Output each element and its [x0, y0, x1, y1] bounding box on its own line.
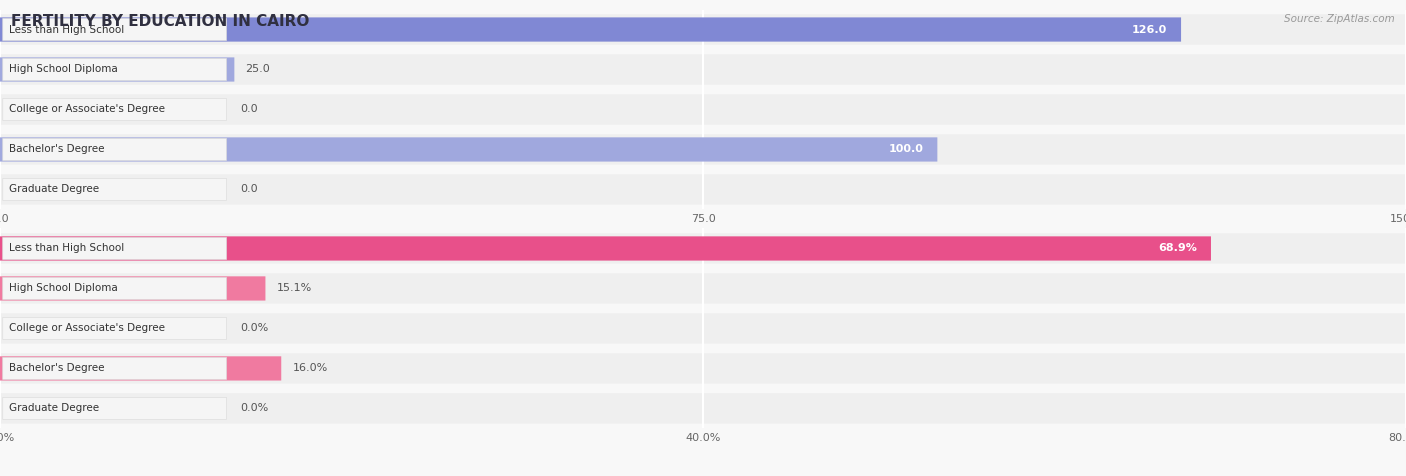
FancyBboxPatch shape [3, 59, 226, 80]
Text: Source: ZipAtlas.com: Source: ZipAtlas.com [1284, 14, 1395, 24]
Text: 0.0: 0.0 [240, 184, 259, 195]
Text: High School Diploma: High School Diploma [10, 64, 118, 75]
Text: College or Associate's Degree: College or Associate's Degree [10, 104, 165, 115]
FancyBboxPatch shape [0, 313, 1406, 344]
Text: 15.1%: 15.1% [277, 283, 312, 294]
FancyBboxPatch shape [0, 174, 1406, 205]
Text: 68.9%: 68.9% [1159, 243, 1197, 254]
Text: 25.0: 25.0 [246, 64, 270, 75]
Text: Bachelor's Degree: Bachelor's Degree [10, 144, 104, 155]
FancyBboxPatch shape [0, 353, 1406, 384]
Text: 100.0: 100.0 [889, 144, 924, 155]
FancyBboxPatch shape [0, 138, 938, 161]
FancyBboxPatch shape [3, 317, 226, 339]
FancyBboxPatch shape [0, 134, 1406, 165]
Text: College or Associate's Degree: College or Associate's Degree [10, 323, 165, 334]
Text: Graduate Degree: Graduate Degree [10, 184, 100, 195]
Text: Graduate Degree: Graduate Degree [10, 403, 100, 414]
FancyBboxPatch shape [0, 237, 1211, 260]
FancyBboxPatch shape [3, 278, 226, 299]
Text: 16.0%: 16.0% [292, 363, 328, 374]
FancyBboxPatch shape [0, 277, 266, 300]
Text: Less than High School: Less than High School [10, 24, 124, 35]
Text: High School Diploma: High School Diploma [10, 283, 118, 294]
Text: 0.0%: 0.0% [240, 403, 269, 414]
FancyBboxPatch shape [0, 273, 1406, 304]
FancyBboxPatch shape [3, 238, 226, 259]
Text: 0.0: 0.0 [240, 104, 259, 115]
FancyBboxPatch shape [0, 393, 1406, 424]
FancyBboxPatch shape [0, 357, 281, 380]
FancyBboxPatch shape [3, 357, 226, 379]
FancyBboxPatch shape [0, 18, 1181, 41]
FancyBboxPatch shape [0, 58, 235, 81]
Text: Less than High School: Less than High School [10, 243, 124, 254]
FancyBboxPatch shape [3, 19, 226, 40]
FancyBboxPatch shape [3, 139, 226, 160]
Text: Bachelor's Degree: Bachelor's Degree [10, 363, 104, 374]
FancyBboxPatch shape [0, 14, 1406, 45]
Text: 0.0%: 0.0% [240, 323, 269, 334]
Text: FERTILITY BY EDUCATION IN CAIRO: FERTILITY BY EDUCATION IN CAIRO [11, 14, 309, 30]
FancyBboxPatch shape [0, 54, 1406, 85]
FancyBboxPatch shape [0, 94, 1406, 125]
FancyBboxPatch shape [3, 178, 226, 200]
Text: 126.0: 126.0 [1132, 24, 1167, 35]
FancyBboxPatch shape [0, 233, 1406, 264]
FancyBboxPatch shape [3, 99, 226, 120]
FancyBboxPatch shape [3, 397, 226, 419]
